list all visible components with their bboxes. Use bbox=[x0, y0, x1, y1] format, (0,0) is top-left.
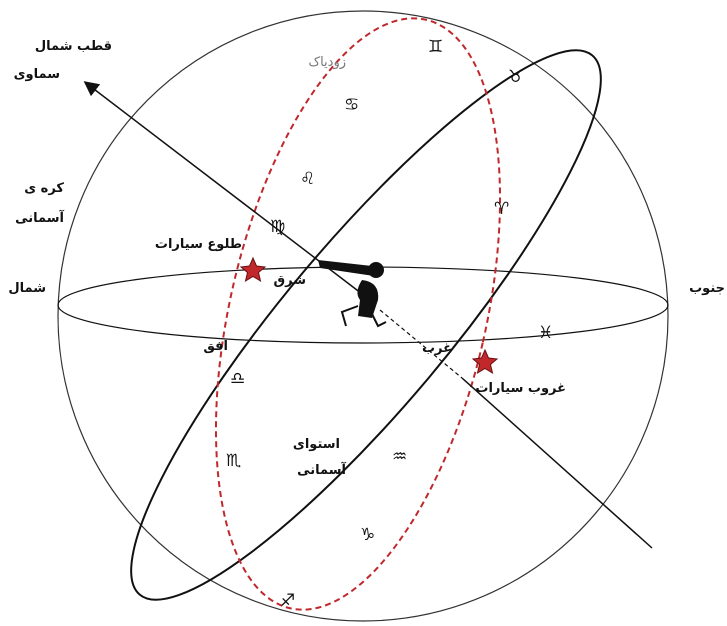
equator-label: استوای bbox=[293, 437, 340, 452]
north-pole-label: سماوی bbox=[14, 67, 60, 82]
west-label: غرب bbox=[422, 341, 452, 356]
zodiac-sign: ♉ bbox=[508, 67, 523, 87]
zodiac-sign: ♎ bbox=[230, 369, 245, 389]
rising-label: طلوع سیارات bbox=[155, 237, 242, 252]
setting-star bbox=[473, 350, 497, 373]
rising-star bbox=[241, 258, 265, 281]
zodiac-sign: ♈ bbox=[494, 199, 509, 219]
north-pole-label: قطب شمال bbox=[35, 39, 112, 54]
zodiac-sign: ♐ bbox=[280, 591, 295, 611]
observer bbox=[318, 260, 386, 326]
zodiac-sign: ♍ bbox=[270, 217, 285, 237]
horizon-label: افق bbox=[203, 339, 228, 354]
east-label: شرق bbox=[274, 273, 307, 288]
north-label: شمال bbox=[8, 281, 46, 296]
zodiac-sign: ♏ bbox=[226, 451, 241, 471]
zodiac-sign: ♌ bbox=[300, 169, 315, 189]
zodiac-sign: ♒ bbox=[392, 447, 407, 467]
south-label: جنوب bbox=[689, 281, 725, 296]
zodiac-sign: ♊ bbox=[428, 37, 443, 57]
zodiac-ecliptic bbox=[165, 0, 550, 626]
zodiac-label: زودیاک bbox=[308, 55, 346, 70]
sphere-label: آسمانی bbox=[15, 209, 64, 226]
setting-label: غروب سیارات bbox=[475, 381, 566, 396]
zodiac-sign: ♓ bbox=[538, 323, 553, 343]
polar-axis-lower bbox=[462, 378, 652, 548]
sphere-label: کره ی bbox=[24, 181, 64, 196]
equator-label: آسمانی bbox=[297, 461, 346, 478]
zodiac-sign: ♋ bbox=[344, 95, 359, 115]
diagram: قطب شمال سماوی کره ی آسمانی شمال جنوب زو… bbox=[0, 0, 727, 626]
zodiac-sign: ♑ bbox=[360, 525, 375, 545]
